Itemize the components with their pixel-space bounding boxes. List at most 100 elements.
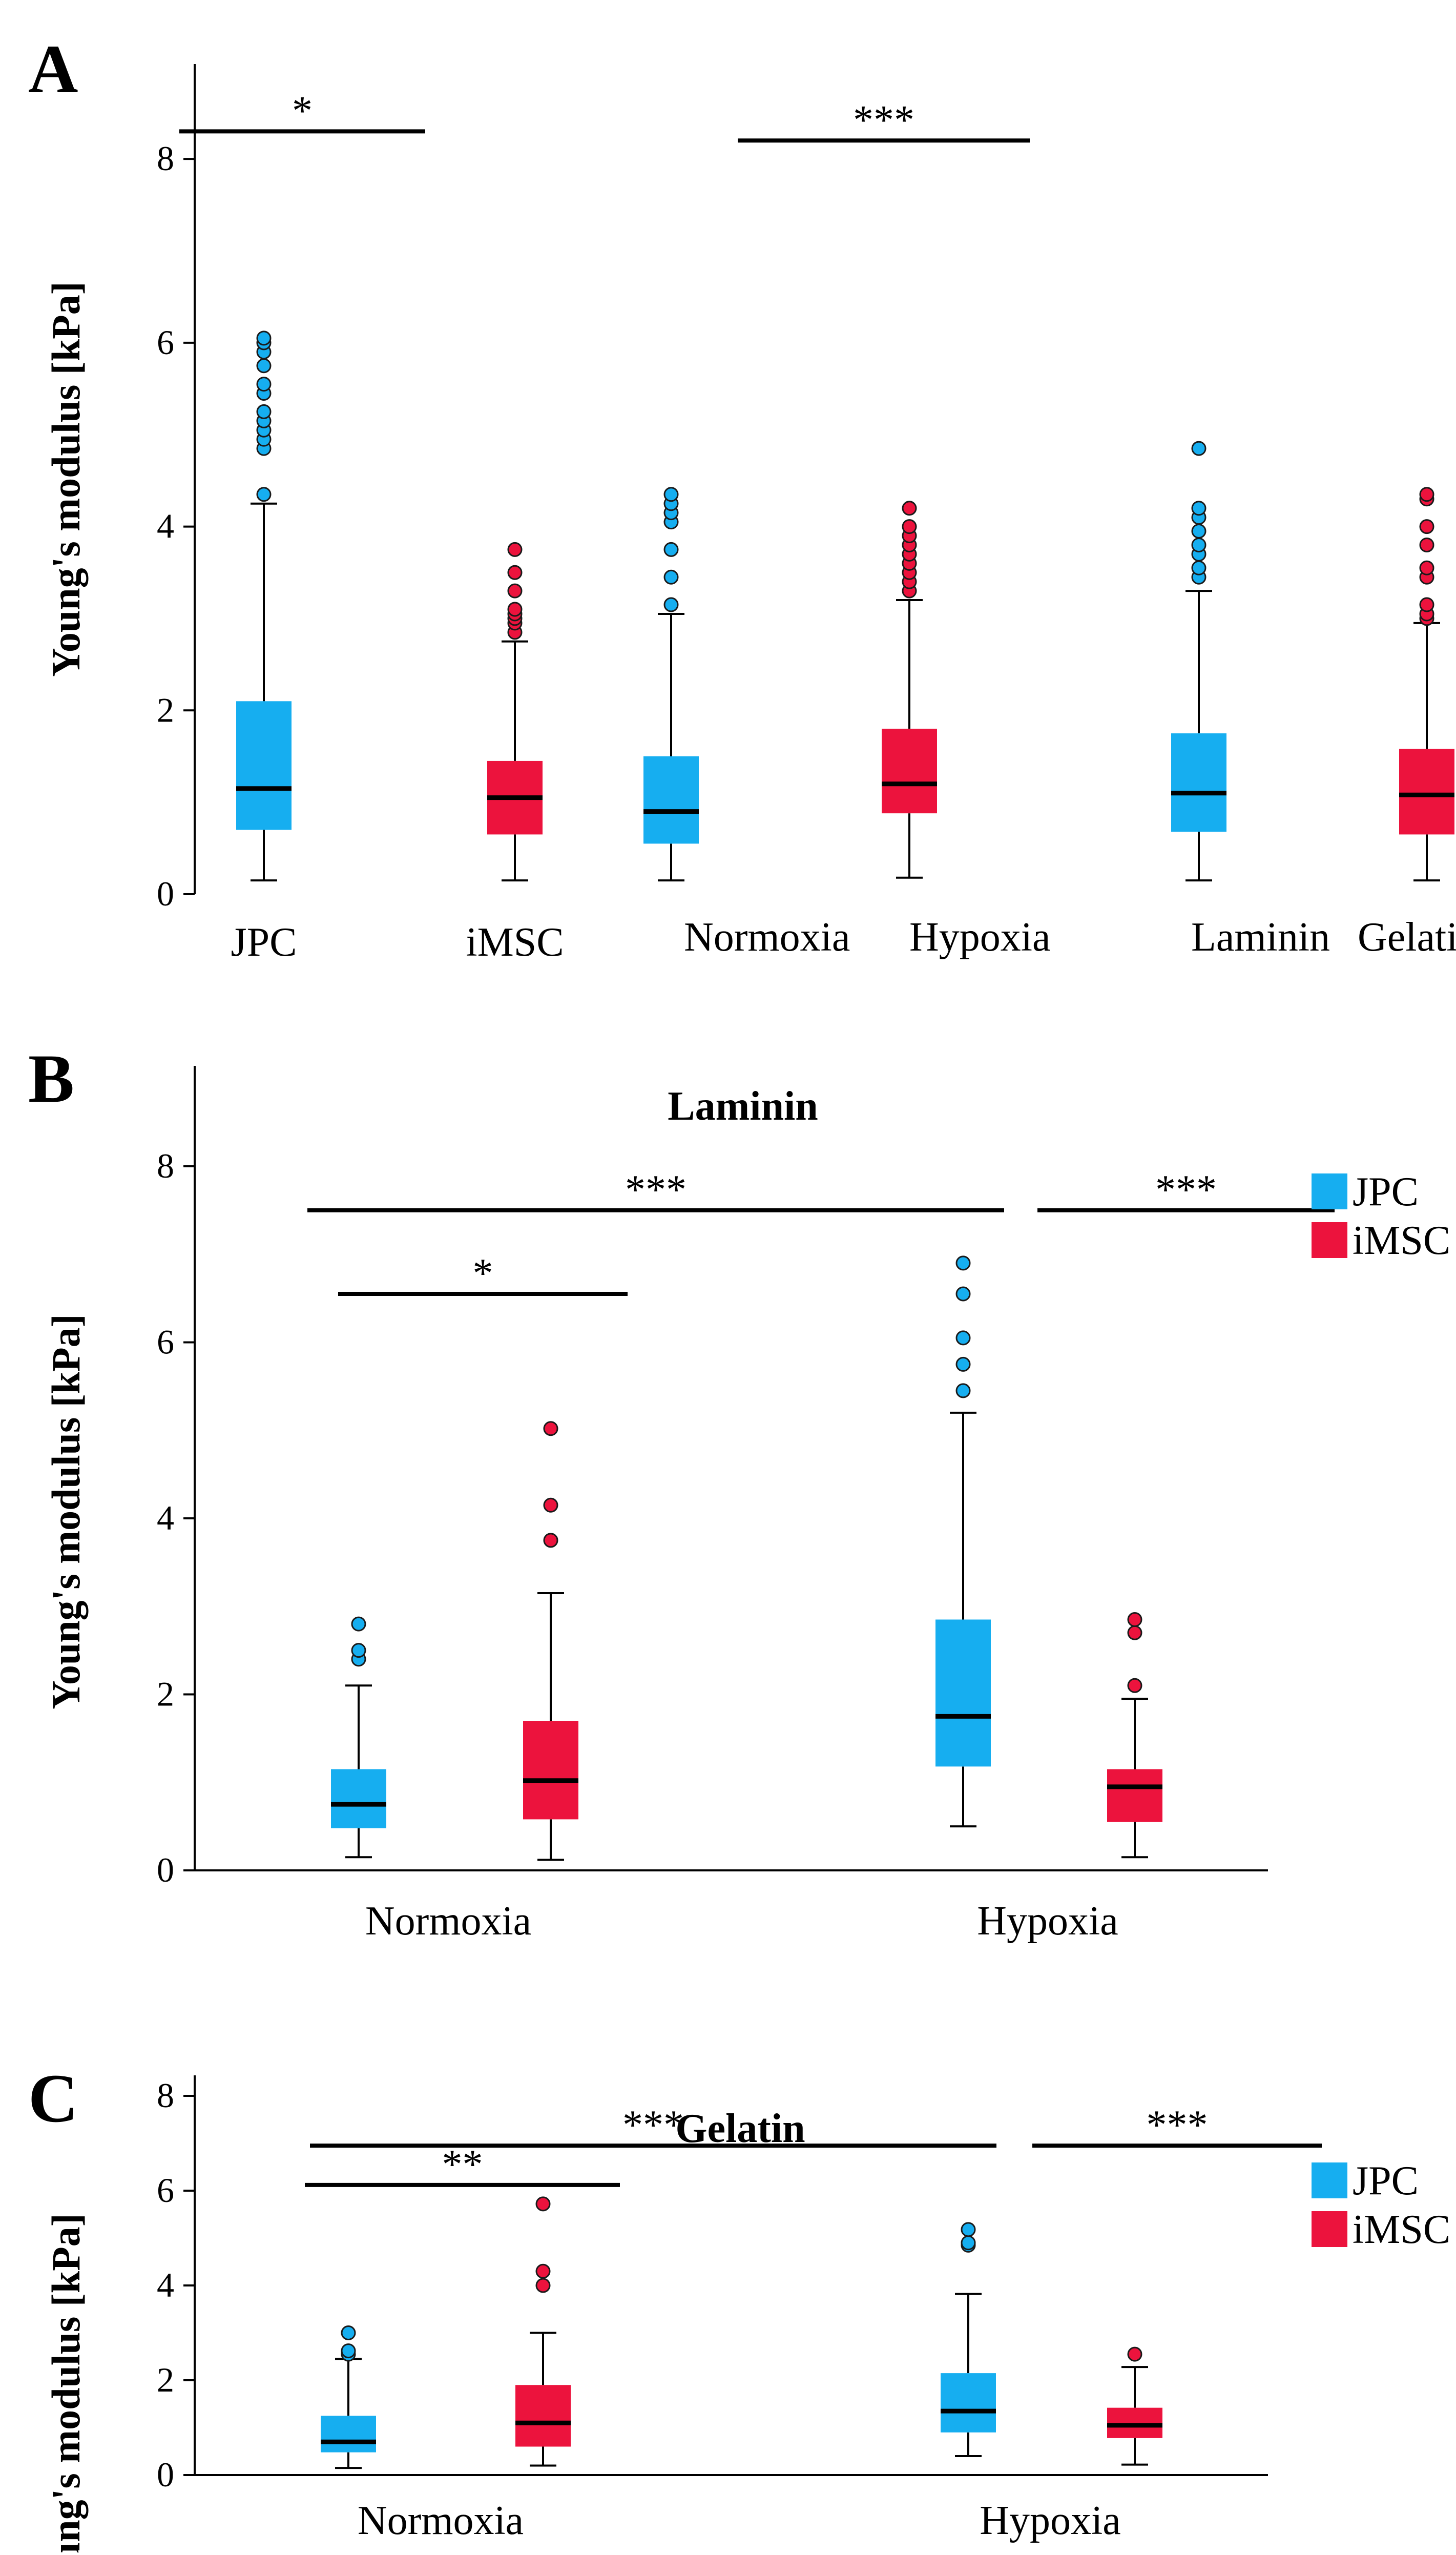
significance-label: *: [473, 1251, 493, 1296]
outlier-point: [1191, 537, 1207, 552]
box-iqr: [941, 2373, 996, 2433]
category-label: Hypoxia: [977, 1899, 1118, 1944]
panel-b-boxes: [331, 1255, 1162, 1861]
box-iqr: [523, 1721, 578, 1820]
box-laminin: [1171, 441, 1226, 882]
panel-b-category-labels: Normoxia Hypoxia: [365, 1899, 1118, 1944]
outlier-point: [961, 2222, 976, 2237]
outlier-point: [663, 487, 679, 502]
outlier-point: [1419, 519, 1434, 534]
outlier-point: [663, 569, 679, 585]
outlier-point: [961, 2235, 976, 2251]
outlier-point: [341, 2343, 356, 2359]
significance-label: ***: [1155, 1167, 1217, 1212]
legend-label-imsc: iMSC: [1353, 2207, 1450, 2252]
outlier-point: [955, 1330, 971, 1346]
significance-label: **: [442, 2142, 483, 2187]
significance-label: ***: [1147, 2103, 1208, 2148]
significance-label: ***: [625, 1167, 687, 1212]
legend-swatch-jpc: [1312, 1173, 1347, 1209]
box-imsc-normoxia: [523, 1421, 578, 1861]
category-label: Normoxia: [358, 2498, 524, 2543]
y-tick-label: 6: [157, 1322, 174, 1361]
outlier-point: [256, 404, 272, 419]
box-jpc: [236, 331, 292, 882]
box-imsc-hypoxia: [1107, 2346, 1162, 2466]
box-jpc-normoxia: [321, 2325, 376, 2469]
legend-label-jpc: JPC: [1353, 1169, 1419, 1214]
panel-c-legend: JPC iMSC: [1312, 2158, 1450, 2252]
y-tick-label: 2: [157, 2360, 174, 2399]
panel-a-significance: * ***: [179, 88, 1030, 143]
legend-label-imsc: iMSC: [1353, 1218, 1450, 1263]
outlier-point: [535, 2263, 551, 2279]
outlier-point: [256, 358, 272, 374]
significance-label: ***: [622, 2103, 684, 2148]
outlier-point: [507, 565, 523, 580]
category-label: Laminin: [1191, 915, 1330, 960]
outlier-point: [543, 1421, 558, 1436]
box-iqr: [882, 729, 937, 814]
panel-c-category-labels: Normoxia Hypoxia: [358, 2498, 1121, 2543]
outlier-point: [955, 1356, 971, 1372]
significance-label: ***: [853, 97, 914, 142]
box-normoxia: [643, 487, 699, 882]
legend-swatch-jpc: [1312, 2162, 1347, 2198]
panel-a-ylabel: Young's modulus [kPa]: [44, 281, 88, 677]
outlier-point: [902, 501, 917, 516]
y-tick-label: 0: [157, 1850, 174, 1889]
outlier-point: [543, 1533, 558, 1548]
outlier-point: [1191, 441, 1207, 456]
box-iqr: [643, 756, 699, 844]
panel-c-y-ticks: 0 2 4 6 8: [157, 2076, 195, 2494]
panel-c-significance: *** *****: [305, 2103, 1322, 2187]
panel-b-title: Laminin: [668, 1084, 818, 1129]
outlier-point: [507, 602, 523, 617]
box-gelatin: [1399, 487, 1454, 882]
outlier-point: [902, 519, 917, 534]
outlier-point: [955, 1286, 971, 1302]
y-tick-label: 6: [157, 2171, 174, 2210]
outlier-point: [535, 2278, 551, 2293]
outlier-point: [351, 1643, 366, 1658]
outlier-point: [1127, 1678, 1142, 1693]
box-imsc: [487, 542, 543, 882]
panel-c-letter: C: [28, 2061, 78, 2137]
panel-c-ylabel: Young's modulus [kPa]: [44, 2213, 88, 2552]
legend-swatch-imsc: [1312, 1222, 1347, 1258]
panel-b-y-ticks: 0 2 4 6 8: [157, 1146, 195, 1889]
category-label: Gelatin: [1358, 915, 1456, 960]
outlier-point: [341, 2325, 356, 2340]
category-label: iMSC: [466, 920, 564, 965]
category-label: JPC: [231, 920, 297, 965]
y-tick-label: 4: [157, 507, 174, 546]
outlier-point: [1419, 537, 1434, 552]
outlier-point: [1419, 560, 1434, 575]
outlier-point: [955, 1383, 971, 1398]
legend-swatch-imsc: [1312, 2211, 1347, 2247]
box-iqr: [1107, 2407, 1162, 2438]
outlier-point: [663, 597, 679, 612]
panel-a-category-labels: JPC iMSC Normoxia Hypoxia Laminin Gelati…: [231, 915, 1456, 965]
panel-a-y-ticks: 0 2 4 6 8: [157, 139, 195, 913]
legend-label-jpc: JPC: [1353, 2158, 1419, 2203]
box-imsc-normoxia: [515, 2196, 571, 2467]
box-iqr: [236, 701, 292, 830]
box-iqr: [935, 1619, 991, 1767]
box-iqr: [515, 2385, 571, 2447]
outlier-point: [256, 377, 272, 392]
box-iqr: [331, 1769, 386, 1828]
panel-b-significance: *** ****: [307, 1167, 1335, 1296]
outlier-point: [535, 2196, 551, 2212]
box-iqr: [1107, 1769, 1162, 1822]
category-label: Normoxia: [684, 915, 850, 960]
outlier-point: [1191, 560, 1207, 575]
outlier-point: [351, 1616, 366, 1632]
panel-c-boxes: [321, 2196, 1162, 2469]
box-jpc-normoxia: [331, 1616, 386, 1859]
box-hypoxia: [882, 501, 937, 879]
box-jpc-hypoxia: [935, 1255, 991, 1828]
